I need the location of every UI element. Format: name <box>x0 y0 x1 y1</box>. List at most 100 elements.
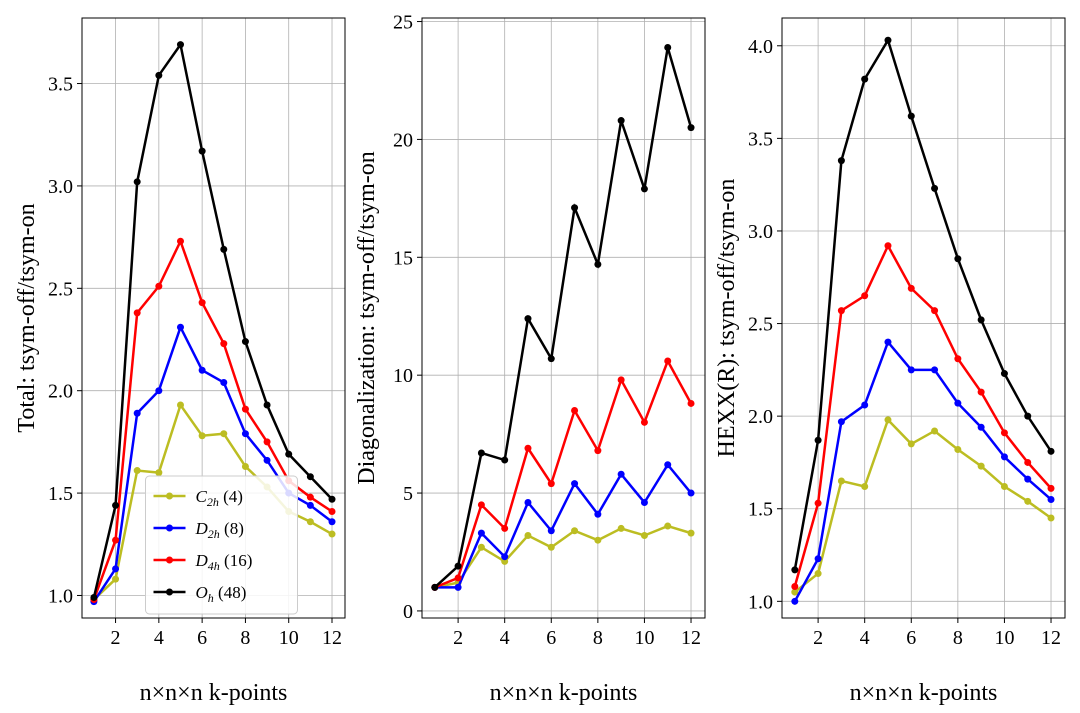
data-point <box>664 522 672 530</box>
data-point <box>524 531 532 539</box>
data-point <box>664 461 672 469</box>
data-point <box>931 184 939 192</box>
series-line <box>434 462 692 589</box>
data-point <box>263 438 271 446</box>
data-point <box>931 366 939 374</box>
data-point <box>306 501 314 509</box>
data-point <box>501 553 509 561</box>
data-point <box>1000 453 1008 461</box>
data-point <box>907 440 915 448</box>
data-point <box>133 409 141 417</box>
data-point <box>176 237 184 245</box>
y-tick-label: 15 <box>393 247 413 269</box>
y-tick-label: 20 <box>393 129 413 151</box>
data-point <box>155 469 163 477</box>
series-line <box>92 41 333 598</box>
data-point <box>241 462 249 470</box>
data-point <box>884 36 892 44</box>
x-tick-label: 2 <box>453 627 463 649</box>
data-point <box>454 583 462 591</box>
data-point <box>1024 497 1032 505</box>
data-point <box>1000 483 1008 491</box>
y-axis-label: Total: tsym-off/tsym-on <box>14 203 40 432</box>
data-point <box>306 518 314 526</box>
data-point <box>454 562 462 570</box>
data-point <box>112 565 120 573</box>
data-point <box>571 407 579 415</box>
x-axis-label: n×n×n k-points <box>850 680 998 706</box>
data-point <box>155 282 163 290</box>
x-axis-label: n×n×n k-points <box>140 680 288 706</box>
x-tick-label: 4 <box>500 627 510 649</box>
data-point <box>477 543 485 551</box>
subplot: 2 4 6 8 10 12 1.0 1.5 2.0 2.5 3.0 3.5 n×n×n k-points… <box>14 17 346 706</box>
y-tick-label: 4.0 <box>748 36 773 58</box>
data-point <box>133 309 141 317</box>
data-point <box>112 536 120 544</box>
data-point <box>454 574 462 582</box>
data-point <box>907 284 915 292</box>
data-point <box>977 316 985 324</box>
data-point <box>90 594 98 602</box>
data-point <box>791 566 799 574</box>
axes-frame <box>421 17 706 619</box>
data-point <box>176 323 184 331</box>
x-tick-label: 6 <box>197 627 207 649</box>
data-point <box>837 418 845 426</box>
y-tick-label: 25 <box>393 12 413 34</box>
data-point <box>198 147 206 155</box>
data-point <box>861 483 869 491</box>
x-tick-label: 10 <box>634 627 654 649</box>
x-tick-label: 12 <box>322 627 342 649</box>
data-point <box>1047 495 1055 503</box>
x-tick-label: 8 <box>953 627 963 649</box>
y-tick-label: 3.5 <box>748 128 773 150</box>
data-point <box>328 518 336 526</box>
data-point <box>112 575 120 583</box>
data-point <box>176 41 184 49</box>
x-tick-label: 6 <box>906 627 916 649</box>
x-axis-label: n×n×n k-points <box>490 680 638 706</box>
data-point <box>198 299 206 307</box>
data-point <box>814 570 822 578</box>
data-point <box>133 178 141 186</box>
data-point <box>1047 514 1055 522</box>
y-axis-label: Diagonalization: tsym-off/tsym-on <box>354 151 380 485</box>
x-tick-label: 2 <box>813 627 823 649</box>
data-point <box>907 112 915 120</box>
series-line <box>794 417 1052 594</box>
data-point <box>285 450 293 458</box>
data-point <box>1000 370 1008 378</box>
data-point <box>571 527 579 535</box>
data-point <box>547 480 555 488</box>
data-point <box>263 401 271 409</box>
data-point <box>524 315 532 323</box>
data-point <box>837 157 845 165</box>
y-tick-label: 0 <box>403 601 413 623</box>
data-point <box>814 436 822 444</box>
legend-box <box>145 475 298 615</box>
data-point <box>687 124 695 132</box>
data-point <box>477 449 485 457</box>
data-point <box>501 456 509 464</box>
y-tick-label: 5 <box>403 483 413 505</box>
y-tick-label: 2.0 <box>48 381 73 403</box>
data-point <box>861 75 869 83</box>
data-point <box>861 292 869 300</box>
data-point <box>176 401 184 409</box>
data-point <box>931 307 939 315</box>
data-point <box>133 467 141 475</box>
y-tick-label: 2.5 <box>748 314 773 336</box>
data-point <box>837 477 845 485</box>
y-axis-label: HEXX(R): tsym-off/tsym-on <box>714 179 740 458</box>
legend: C2h (4) D2h (8) D4h (16) Oh (48) <box>145 475 298 615</box>
data-point <box>112 501 120 509</box>
data-point <box>547 355 555 363</box>
y-tick-label: 10 <box>393 365 413 387</box>
data-point <box>220 430 228 438</box>
data-point <box>1000 429 1008 437</box>
data-point <box>328 508 336 516</box>
data-point <box>594 260 602 268</box>
data-point <box>1047 447 1055 455</box>
